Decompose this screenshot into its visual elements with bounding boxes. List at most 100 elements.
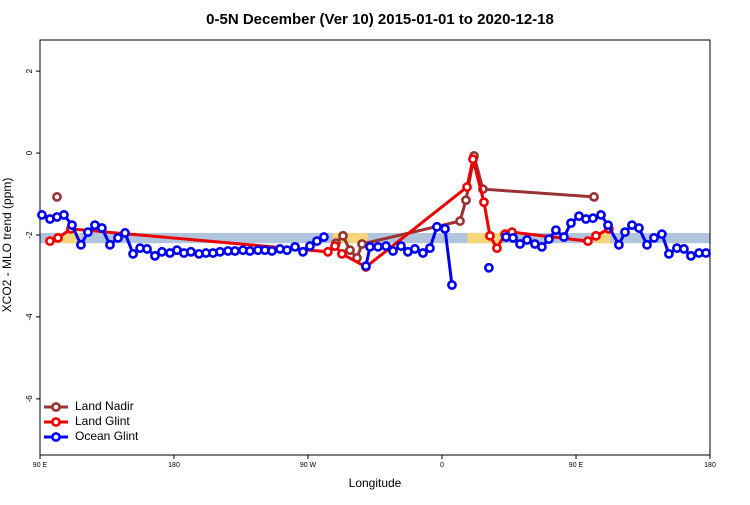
point: [483, 262, 494, 273]
point: [37, 210, 47, 220]
x-tick-label: 0: [440, 462, 444, 469]
point: [596, 210, 606, 220]
point: [282, 245, 292, 256]
point: [468, 154, 478, 165]
x-tick-label: 180: [168, 462, 180, 469]
point: [52, 192, 62, 202]
legend-marker: [51, 432, 61, 442]
point: [701, 248, 711, 258]
point: [492, 243, 502, 254]
y-tick-label: -6: [25, 395, 34, 403]
point: [686, 250, 696, 261]
point: [664, 248, 674, 259]
point: [76, 239, 86, 250]
point: [128, 248, 138, 259]
point: [105, 239, 115, 250]
x-tick-label: 90 E: [33, 462, 48, 469]
point: [461, 195, 471, 206]
point: [479, 197, 489, 208]
x-tick-label: 90 W: [300, 462, 317, 469]
point: [186, 246, 196, 257]
point: [649, 232, 659, 243]
point: [462, 182, 472, 192]
ocean-band: [40, 232, 710, 244]
point: [365, 241, 375, 252]
point: [583, 236, 593, 247]
point: [559, 232, 569, 242]
legend-label: Ocean Glint: [75, 429, 139, 443]
point: [603, 220, 613, 231]
point: [588, 213, 598, 224]
point: [522, 235, 532, 245]
point: [455, 216, 465, 226]
point: [679, 244, 689, 254]
point: [485, 230, 495, 241]
point: [396, 241, 406, 251]
point: [319, 232, 329, 242]
y-tick-label: -4: [25, 313, 34, 321]
point: [305, 241, 315, 251]
point: [537, 241, 547, 252]
point: [67, 220, 77, 231]
point: [245, 246, 255, 256]
land-band: [593, 232, 611, 244]
point: [290, 241, 300, 252]
y-tick-label: 2: [25, 68, 34, 73]
point: [432, 221, 442, 232]
point: [447, 280, 457, 290]
point: [361, 261, 371, 272]
chart-title: 0-5N December (Ver 10) 2015-01-01 to 202…: [206, 11, 554, 28]
point: [312, 236, 322, 247]
y-tick-label: 0: [25, 150, 34, 155]
point: [544, 234, 554, 245]
point: [508, 232, 518, 243]
y-tick-label: -2: [25, 231, 34, 239]
x-axis-label: Longitude: [349, 476, 402, 490]
point: [657, 229, 667, 240]
point: [330, 241, 340, 251]
point: [381, 241, 391, 251]
point: [591, 230, 601, 241]
point: [150, 250, 160, 261]
point: [323, 246, 333, 257]
point: [551, 225, 561, 235]
point: [59, 210, 69, 220]
point: [357, 239, 367, 249]
legend-label: Land Glint: [75, 414, 130, 428]
land-band: [467, 232, 502, 244]
plot-frame: [39, 39, 711, 456]
point: [613, 239, 624, 250]
point: [97, 223, 107, 233]
point: [113, 232, 123, 243]
land-band: [56, 232, 81, 244]
point: [230, 246, 240, 256]
x-tick-label: 90 E: [569, 462, 584, 469]
point: [83, 227, 93, 238]
point: [410, 244, 420, 254]
point: [515, 239, 525, 249]
point: [267, 246, 277, 256]
y-axis-label: XCO2 - MLO trend (ppm): [0, 178, 14, 313]
point: [45, 236, 55, 247]
point: [634, 223, 644, 233]
x-tick-label: 180: [704, 462, 716, 469]
point: [53, 232, 63, 243]
point: [589, 192, 599, 202]
point: [338, 230, 348, 241]
legend-marker: [51, 417, 61, 427]
land-band: [333, 232, 368, 244]
point: [425, 243, 435, 254]
point: [440, 223, 450, 234]
point: [642, 239, 652, 250]
point: [337, 248, 347, 259]
point: [418, 248, 428, 258]
legend-label: Land Nadir: [75, 399, 134, 413]
point: [373, 241, 383, 252]
legend-marker: [51, 402, 61, 412]
point: [142, 244, 152, 254]
point: [620, 227, 630, 238]
point: [120, 228, 130, 238]
point: [298, 246, 308, 257]
point: [215, 246, 225, 257]
